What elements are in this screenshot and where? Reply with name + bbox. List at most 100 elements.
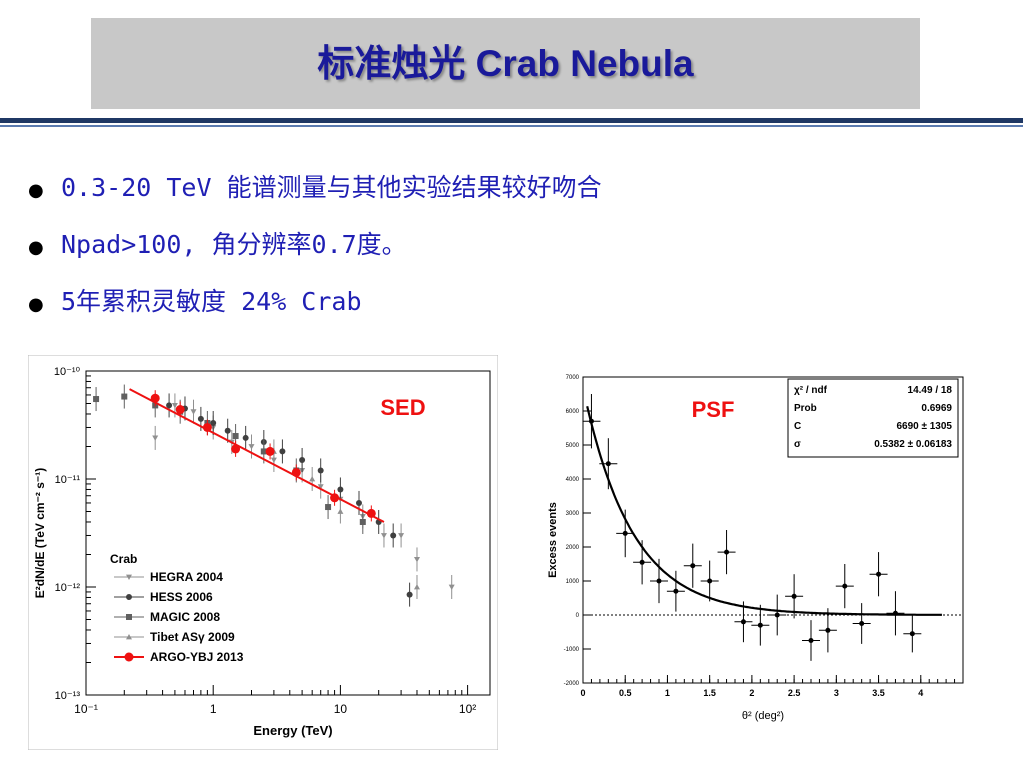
psf-data-point: [909, 631, 915, 637]
sed-legend-label: ARGO-YBJ 2013: [150, 650, 244, 664]
sed-x-tick-label: 10⁻¹: [74, 702, 98, 716]
sed-series: [129, 388, 385, 523]
psf-data-point: [892, 610, 898, 616]
sed-y-axis-label: E²dN/dE (TeV cm⁻² s⁻¹): [33, 468, 47, 598]
psf-data-point: [791, 593, 797, 599]
psf-data-point: [639, 559, 645, 565]
bullet-dot-icon: ●: [28, 294, 44, 315]
sed-data-point: [248, 444, 255, 450]
sed-data-point: [232, 433, 239, 440]
psf-fit-curve: [586, 406, 942, 616]
sed-data-point: [202, 422, 212, 432]
sed-data-point: [413, 557, 420, 563]
sed-legend-marker: [124, 652, 134, 662]
sed-data-point: [242, 434, 249, 441]
psf-y-tick-label: 5000: [566, 443, 580, 449]
psf-data-point: [808, 638, 814, 643]
sed-data-point: [366, 508, 376, 518]
psf-y-tick-label: 0: [576, 613, 580, 619]
psf-data-point: [774, 612, 780, 618]
sed-data-point: [210, 420, 217, 427]
sed-data-point: [260, 448, 267, 455]
psf-y-tick-label: 2000: [566, 545, 580, 551]
sed-data-point: [93, 396, 100, 403]
sed-data-point: [175, 405, 185, 415]
psf-y-tick-label: 4000: [566, 477, 580, 483]
psf-stats-key: σ: [794, 439, 801, 450]
psf-x-tick-label: 0: [580, 688, 585, 698]
sed-data-point: [337, 486, 344, 493]
sed-x-tick-label: 1: [210, 702, 217, 716]
header-rule-thin: [0, 125, 1023, 127]
sed-y-tick-label: 10⁻¹²: [55, 582, 81, 594]
sed-argo-fit-line: [129, 388, 385, 523]
sed-panel-label: SED: [380, 395, 425, 420]
sed-legend-label: Tibet ASγ 2009: [150, 630, 235, 644]
bullet-dot-icon: ●: [28, 237, 44, 258]
sed-data-point: [197, 415, 204, 422]
sed-data-point: [413, 584, 420, 590]
sed-y-tick-label: 10⁻¹³: [55, 690, 81, 702]
sed-data-point: [171, 403, 178, 409]
sed-legend-title: Crab: [110, 552, 137, 566]
title-bar: 标准烛光 Crab Nebula: [91, 18, 920, 109]
psf-data-point: [588, 418, 594, 424]
sed-data-point: [190, 409, 197, 415]
bullet-text: 0.3-20 TeV 能谱测量与其他实验结果较好吻合: [61, 173, 602, 202]
sed-data-point: [317, 467, 324, 474]
psf-data-point: [724, 549, 730, 555]
sed-data-point: [380, 533, 387, 539]
sed-legend-marker: [126, 614, 132, 620]
sed-data-point: [291, 467, 301, 477]
sed-data-point: [279, 448, 286, 455]
sed-chart-frame: [28, 355, 498, 750]
sed-data-point: [309, 476, 316, 482]
psf-data-point: [842, 583, 848, 589]
psf-y-axis-label: Excess events: [547, 502, 559, 578]
psf-x-tick-label: 2.5: [788, 688, 801, 698]
sed-data-point: [317, 484, 324, 490]
sed-series: [166, 393, 413, 607]
psf-stats-box: [787, 378, 959, 458]
sed-x-axis-label: Energy (TeV): [253, 723, 332, 738]
psf-x-tick-label: 0.5: [619, 688, 632, 698]
psf-stats-value: 14.49 / 18: [908, 385, 953, 396]
sed-data-point: [231, 444, 241, 454]
psf-panel-label: PSF: [692, 397, 735, 422]
psf-data-point: [876, 571, 882, 577]
psf-stats-value: 6690 ± 1305: [896, 421, 952, 432]
psf-data-point: [825, 627, 831, 633]
sed-data-point: [152, 435, 159, 441]
sed-data-point: [299, 456, 306, 463]
sed-x-tick-label: 10²: [459, 702, 476, 716]
psf-stats-key: Prob: [794, 403, 817, 414]
sed-legend-label: MAGIC 2008: [150, 610, 220, 624]
sed-data-point: [398, 533, 405, 539]
sed-legend-marker: [126, 594, 132, 600]
sed-chart: 10⁻¹ 1 10 10² 10⁻¹⁰ 10⁻¹¹ 10⁻¹² 10⁻¹³ Energy (Te…: [28, 355, 498, 750]
sed-y-tick-label: 10⁻¹¹: [55, 474, 81, 486]
sed-data-point: [337, 508, 344, 514]
psf-data-point: [707, 578, 713, 584]
sed-x-tick-label: 10: [334, 702, 348, 716]
header-rule: [0, 118, 1023, 123]
sed-data-point: [390, 532, 397, 539]
psf-y-tick-label: 6000: [566, 409, 580, 415]
sed-data-point: [121, 393, 128, 400]
psf-x-tick-label: 2: [749, 688, 754, 698]
psf-data-point: [859, 621, 865, 626]
psf-x-tick-label: 3.5: [872, 688, 885, 698]
sed-data-point: [359, 518, 366, 525]
sed-legend-marker: [126, 574, 132, 580]
sed-data-point: [150, 393, 160, 403]
psf-y-tick-label: -2000: [564, 681, 580, 687]
psf-y-tick-label: 3000: [566, 511, 580, 517]
bullet-text: Npad>100, 角分辨率0.7度。: [61, 230, 407, 259]
psf-x-tick-label: 1.5: [703, 688, 716, 698]
sed-plot-area: [85, 370, 491, 696]
sed-y-tick-label: 10⁻¹⁰: [54, 366, 81, 378]
sed-legend-label: HEGRA 2004: [150, 570, 223, 584]
psf-data-point: [690, 563, 696, 569]
psf-stats-key: χ² / ndf: [794, 385, 828, 396]
psf-y-tick-label: 7000: [566, 375, 580, 381]
